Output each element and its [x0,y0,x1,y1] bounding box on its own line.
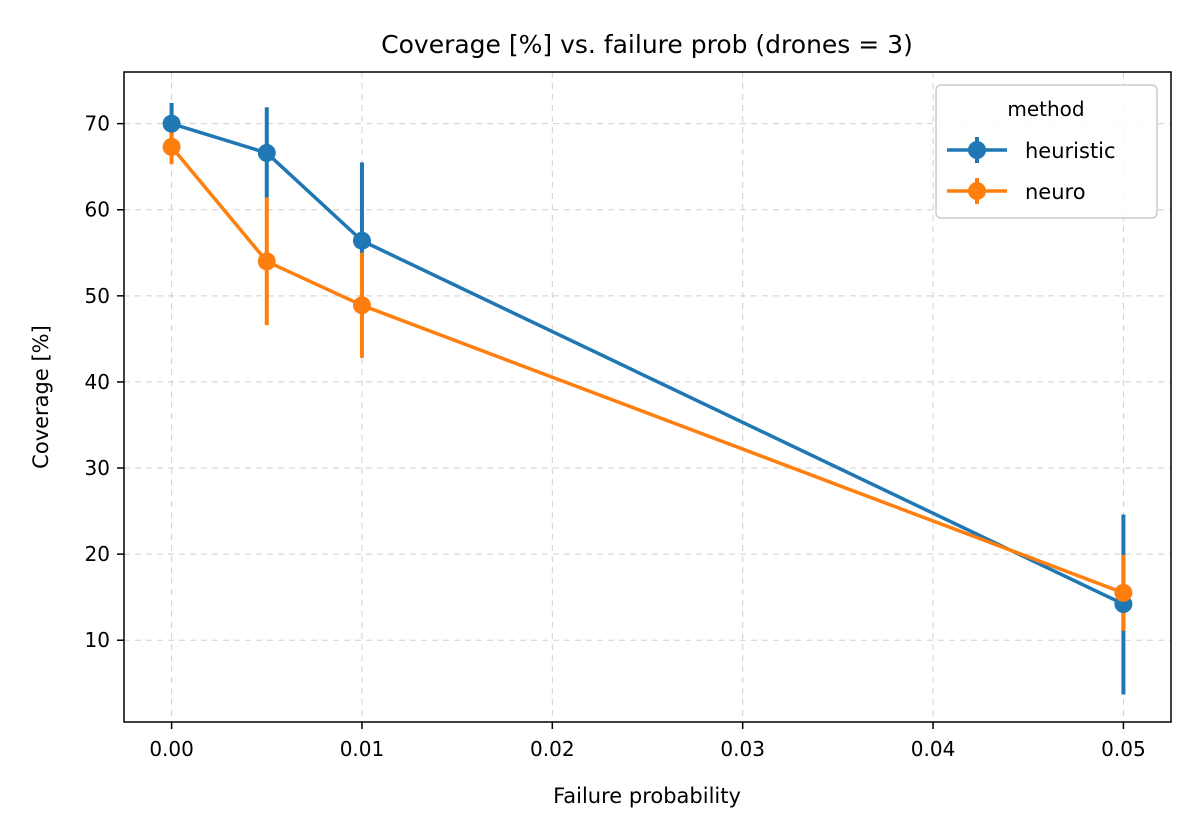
heuristic-data-point [352,231,371,250]
series-lines [170,121,1125,606]
heuristic-legend-label: heuristic [1025,139,1116,163]
neuro-legend-label: neuro [1025,180,1086,204]
x-ticks: 0.00 0.01 0.02 0.03 0.04 0.05 [149,722,1146,761]
y-tick-label: 60 [85,198,110,222]
legend-title: method [1007,97,1084,121]
heuristic-series-line [171,121,1125,606]
neuro-data-point [1114,583,1133,602]
x-tick-label: 0.00 [149,737,194,761]
y-tick-label: 70 [85,112,110,136]
y-tick-label: 30 [85,456,110,480]
x-tick-label: 0.01 [340,737,385,761]
legend-box [935,84,1158,219]
x-tick-label: 0.02 [530,737,575,761]
y-tick-label: 50 [85,284,110,308]
heuristic-data-point [257,143,276,162]
legend: method heuristic neuro [935,84,1158,219]
y-tick-label: 20 [85,542,110,566]
x-tick-label: 0.05 [1101,737,1146,761]
x-tick-label: 0.03 [720,737,765,761]
x-tick-label: 0.04 [911,737,956,761]
y-tick-label: 40 [85,370,110,394]
neuro-data-point [162,137,181,156]
plot-frame [123,71,1172,723]
neuro-data-point [352,296,371,315]
y-axis-label: Coverage [%] [29,325,53,469]
data-points [162,114,1133,614]
y-tick-label: 10 [85,628,110,652]
heuristic-data-point [162,114,181,133]
y-ticks: 10 20 30 40 50 60 70 [85,112,124,652]
neuro-legend-marker [968,182,986,200]
neuro-data-point [257,252,276,271]
neuro-series-line [170,145,1125,595]
x-axis-label: Failure probability [553,784,741,808]
heuristic-legend-marker [968,141,986,159]
chart-title: Coverage [%] vs. failure prob (drones = … [381,30,913,59]
